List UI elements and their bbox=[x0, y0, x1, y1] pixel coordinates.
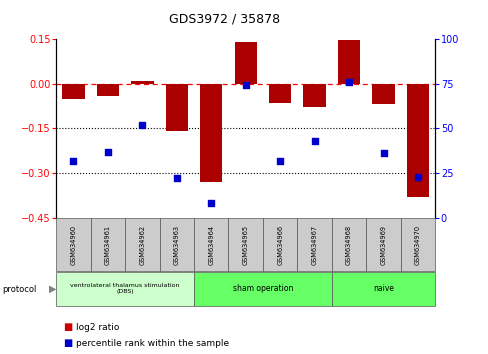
Text: protocol: protocol bbox=[2, 285, 37, 294]
FancyBboxPatch shape bbox=[194, 272, 331, 306]
Text: ventrolateral thalamus stimulation
(DBS): ventrolateral thalamus stimulation (DBS) bbox=[70, 284, 180, 294]
FancyBboxPatch shape bbox=[56, 272, 194, 306]
Text: GSM634968: GSM634968 bbox=[346, 224, 351, 265]
Bar bbox=[337, 40, 360, 84]
Bar bbox=[131, 81, 153, 84]
FancyBboxPatch shape bbox=[400, 218, 434, 271]
Text: naive: naive bbox=[372, 284, 393, 293]
FancyBboxPatch shape bbox=[228, 218, 263, 271]
Bar bbox=[165, 84, 187, 131]
Text: GSM634967: GSM634967 bbox=[311, 224, 317, 265]
Text: GSM634961: GSM634961 bbox=[105, 225, 111, 264]
FancyBboxPatch shape bbox=[297, 218, 331, 271]
Text: GSM634969: GSM634969 bbox=[380, 225, 386, 264]
Bar bbox=[97, 84, 119, 96]
Text: percentile rank within the sample: percentile rank within the sample bbox=[76, 339, 228, 348]
FancyBboxPatch shape bbox=[56, 218, 90, 271]
FancyBboxPatch shape bbox=[194, 218, 228, 271]
Point bbox=[345, 79, 352, 85]
Bar bbox=[406, 84, 428, 197]
Text: log2 ratio: log2 ratio bbox=[76, 323, 119, 332]
Point bbox=[69, 158, 77, 163]
Point bbox=[242, 82, 249, 88]
Point bbox=[173, 176, 181, 181]
Point bbox=[310, 138, 318, 144]
Text: ■: ■ bbox=[63, 322, 73, 332]
Point bbox=[104, 149, 112, 154]
Text: ■: ■ bbox=[63, 338, 73, 348]
Text: GSM634960: GSM634960 bbox=[70, 224, 76, 265]
Point bbox=[138, 122, 146, 127]
FancyBboxPatch shape bbox=[90, 218, 125, 271]
Point bbox=[276, 158, 284, 163]
FancyBboxPatch shape bbox=[159, 218, 194, 271]
Point bbox=[413, 174, 421, 179]
Text: GSM634966: GSM634966 bbox=[277, 224, 283, 265]
Bar bbox=[268, 84, 291, 103]
Point bbox=[379, 150, 386, 156]
FancyBboxPatch shape bbox=[331, 272, 434, 306]
Text: sham operation: sham operation bbox=[232, 284, 292, 293]
Text: GSM634962: GSM634962 bbox=[139, 224, 145, 265]
Text: GDS3972 / 35878: GDS3972 / 35878 bbox=[169, 12, 280, 25]
Text: GSM634964: GSM634964 bbox=[208, 224, 214, 265]
Text: GSM634970: GSM634970 bbox=[414, 224, 420, 265]
Point bbox=[207, 201, 215, 206]
Bar bbox=[234, 42, 256, 84]
Text: GSM634965: GSM634965 bbox=[242, 224, 248, 265]
Text: GSM634963: GSM634963 bbox=[173, 225, 180, 264]
FancyBboxPatch shape bbox=[263, 218, 297, 271]
FancyBboxPatch shape bbox=[366, 218, 400, 271]
Text: ▶: ▶ bbox=[49, 284, 57, 294]
FancyBboxPatch shape bbox=[331, 218, 366, 271]
Bar bbox=[200, 84, 222, 182]
Bar bbox=[371, 84, 394, 104]
Bar bbox=[303, 84, 325, 108]
Bar bbox=[62, 84, 84, 98]
FancyBboxPatch shape bbox=[125, 218, 159, 271]
